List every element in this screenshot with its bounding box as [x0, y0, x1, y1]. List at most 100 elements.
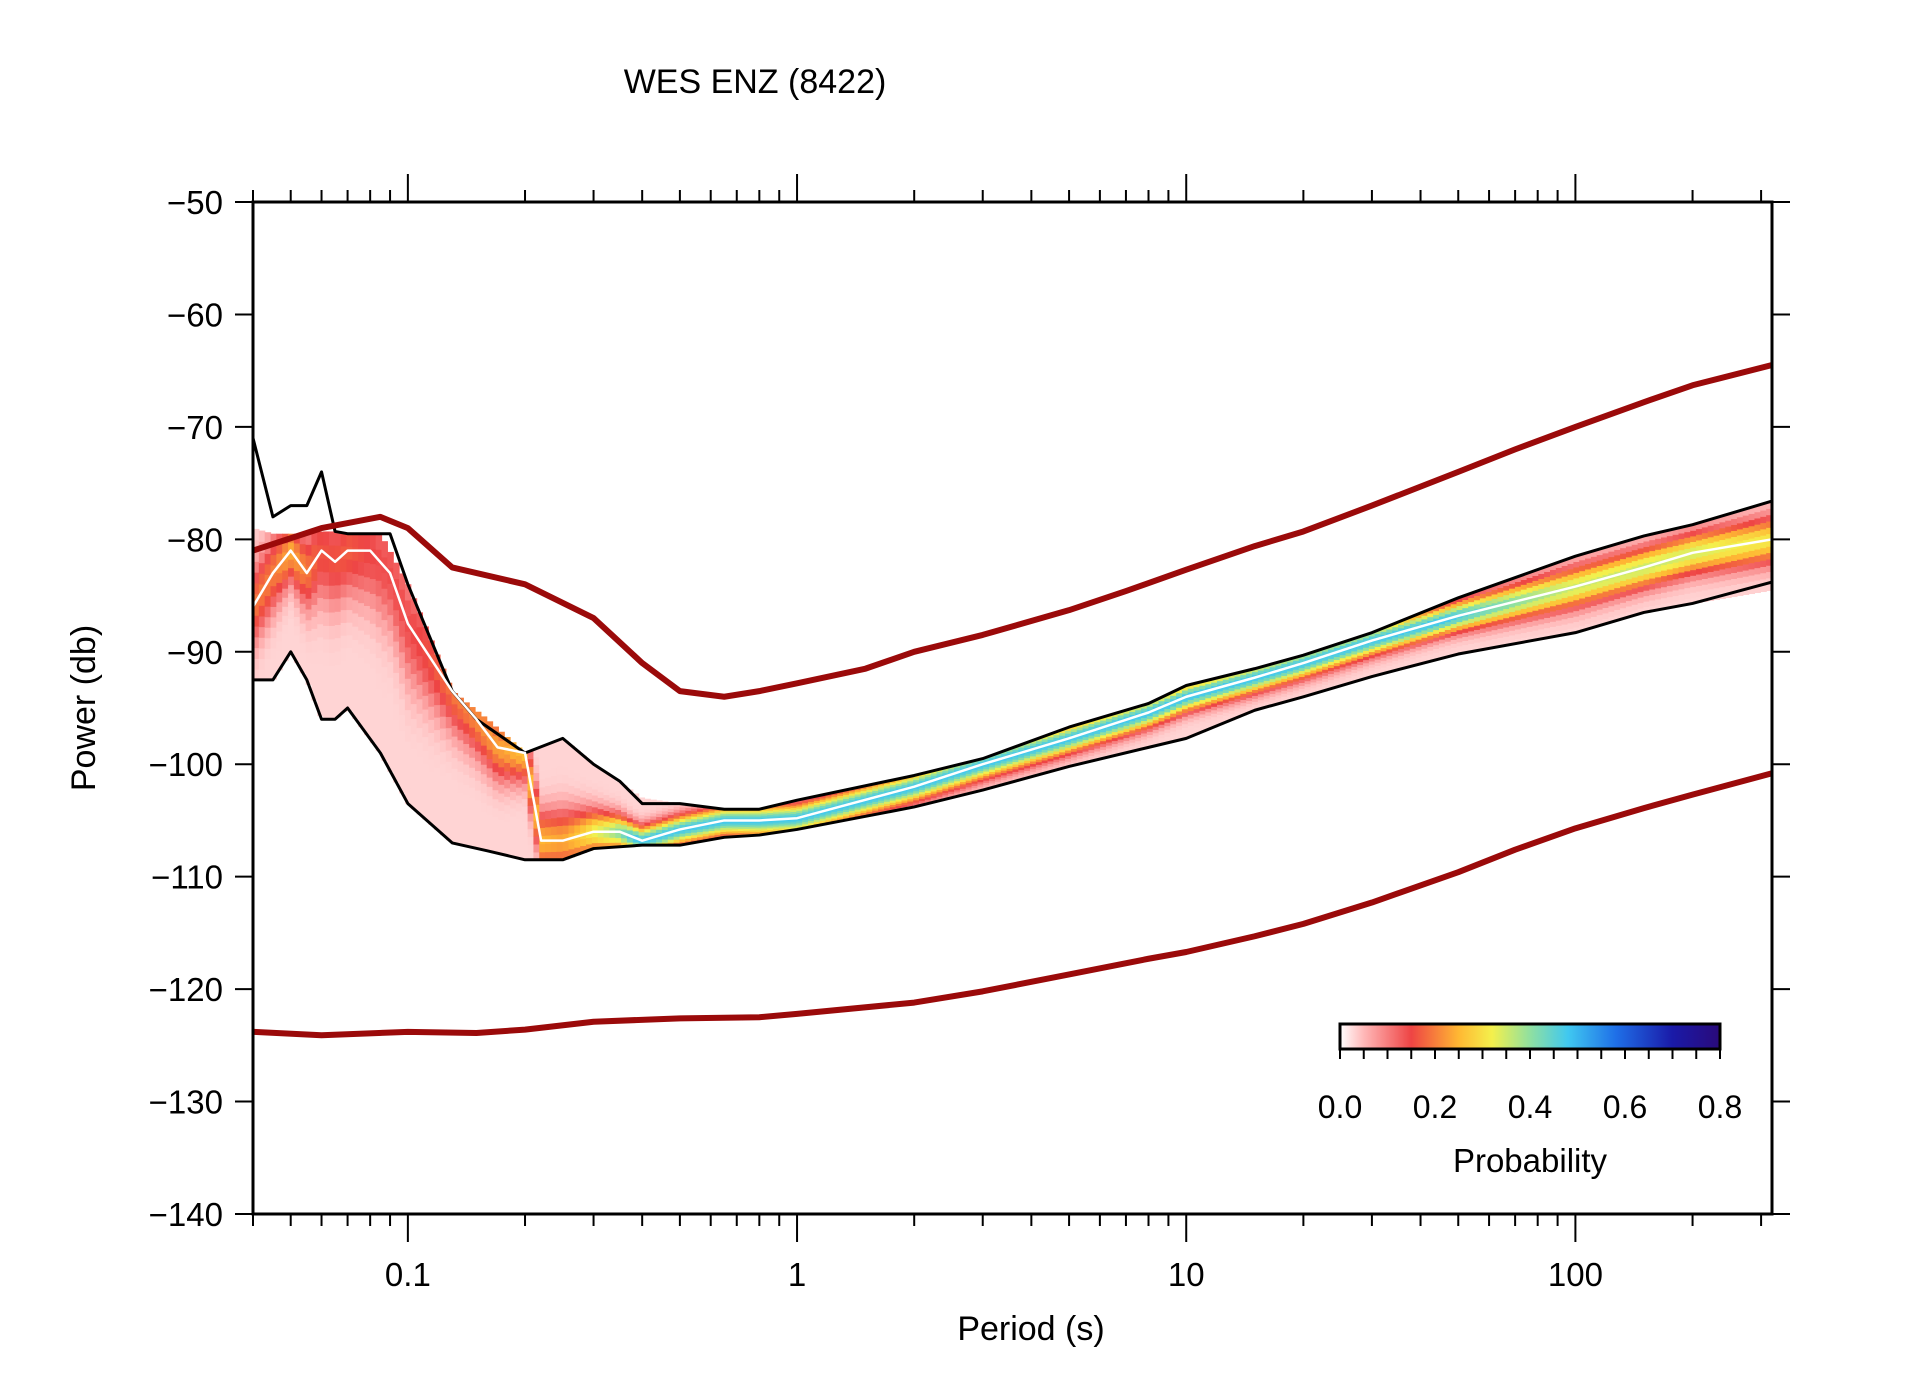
density-cell [1257, 687, 1265, 692]
density-cell [761, 811, 768, 815]
density-cell [732, 815, 739, 818]
density-cell [1257, 702, 1265, 707]
density-cell [1614, 554, 1621, 561]
density-cell [965, 780, 973, 783]
density-cell [1263, 698, 1271, 702]
density-cell [1754, 579, 1761, 587]
density-cell [1754, 567, 1761, 575]
density-cell [1339, 675, 1347, 680]
density-cell [369, 608, 377, 624]
density-cell [913, 799, 920, 803]
density-cell [1579, 554, 1586, 561]
density-cell [1310, 681, 1317, 686]
density-cell [545, 810, 552, 820]
density-cell [1392, 656, 1399, 661]
density-cell [1100, 728, 1107, 733]
density-cell [661, 807, 669, 812]
density-cell [1181, 727, 1189, 732]
density-cell [270, 647, 277, 659]
density-cell [1339, 654, 1347, 659]
density-cell [1205, 690, 1212, 695]
density-cell [1608, 616, 1615, 623]
density-cell [656, 819, 663, 824]
density-cell [1514, 581, 1522, 587]
density-cell [1672, 595, 1680, 602]
density-cell [1503, 617, 1510, 623]
density-cell [288, 643, 295, 653]
density-cell [480, 802, 488, 813]
density-cell [1304, 656, 1312, 661]
density-cell [323, 611, 330, 626]
density-cell [667, 823, 675, 828]
density-cell [416, 655, 424, 671]
density-cell [1514, 624, 1522, 630]
density-cell [428, 706, 435, 720]
density-cell [1672, 556, 1680, 563]
density-cell [1532, 610, 1539, 616]
density-cell [1538, 573, 1545, 580]
density-cell [1351, 666, 1358, 670]
density-cell [1415, 617, 1423, 622]
density-cell [1275, 679, 1282, 684]
density-cell [1497, 596, 1504, 602]
density-cell [346, 558, 353, 573]
density-cell [1766, 539, 1772, 547]
density-cell [510, 832, 517, 842]
density-cell [358, 657, 365, 673]
density-cell [930, 784, 938, 788]
density-cell [1152, 726, 1160, 730]
density-cell [334, 703, 342, 718]
density-cell [434, 754, 441, 768]
density-cell [1187, 729, 1195, 734]
density-cell [1082, 756, 1090, 761]
density-cell [1485, 626, 1493, 632]
density-cell [1281, 681, 1288, 685]
density-cell [328, 558, 336, 573]
density-cell [521, 829, 529, 838]
density-cell [1345, 643, 1352, 648]
y-tick-label: −110 [151, 859, 223, 896]
density-cell [1129, 723, 1136, 728]
density-cell [1585, 607, 1592, 614]
density-cell [1368, 657, 1376, 662]
density-cell [1117, 748, 1125, 752]
density-cell [1380, 660, 1388, 665]
density-cell [270, 627, 277, 639]
density-cell [1141, 717, 1148, 722]
density-cell [860, 801, 868, 805]
density-cell [1117, 745, 1125, 749]
density-cell [954, 780, 961, 784]
density-cell [895, 787, 903, 791]
density-cell [399, 714, 406, 731]
density-cell [1573, 555, 1580, 562]
density-cell [299, 583, 307, 594]
density-cell [930, 797, 938, 801]
density-cell [1731, 536, 1738, 543]
density-cell [1672, 539, 1680, 546]
density-cell [1292, 681, 1300, 685]
density-cell [1766, 527, 1772, 535]
density-cell [416, 669, 424, 685]
density-cell [457, 760, 464, 772]
density-cell [375, 704, 383, 721]
density-cell [533, 756, 540, 766]
density-cell [1438, 623, 1446, 629]
density-cell [1333, 668, 1341, 673]
density-cell [445, 783, 453, 796]
density-cell [439, 692, 447, 705]
density-cell [562, 740, 570, 750]
density-cell [632, 823, 640, 828]
density-cell [1374, 655, 1382, 660]
density-cell [1462, 599, 1469, 605]
density-cell [813, 821, 821, 825]
density-cell [422, 695, 429, 710]
density-cell [1462, 595, 1469, 601]
density-cell [854, 804, 862, 808]
density-cell [1731, 560, 1738, 567]
density-cell [1678, 599, 1685, 607]
density-cell [936, 782, 943, 786]
density-cell [498, 784, 505, 794]
density-cell [1701, 589, 1709, 597]
density-cell [708, 823, 716, 827]
density-cell [1257, 678, 1265, 683]
